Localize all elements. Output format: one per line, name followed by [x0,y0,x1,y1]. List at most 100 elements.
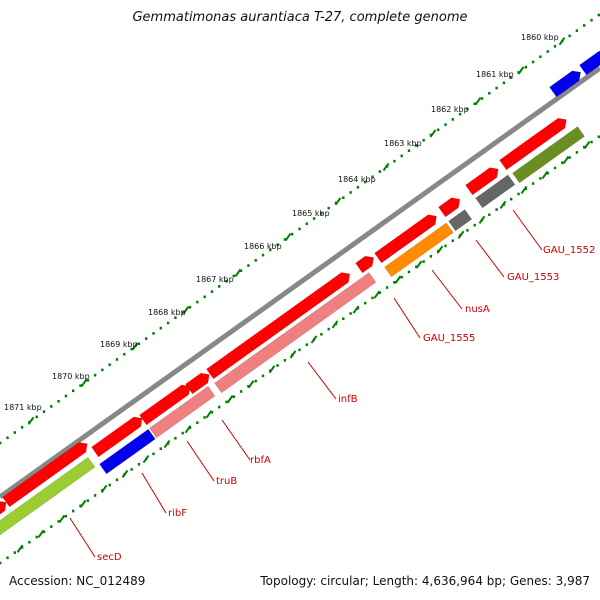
gene-label: GAU_1552 [543,245,595,256]
cds-feature [465,167,499,196]
kbp-label: 1866 kbp [244,242,282,251]
ruler-major-tick [334,197,342,206]
gene-feature [512,126,585,184]
cds-feature [438,197,461,218]
ruler-major-tick [373,290,381,299]
ruler-major-tick [415,260,423,269]
ruler-dot [57,520,60,523]
ruler-dot [444,123,447,126]
ruler-major-tick [474,97,482,106]
ruler-dot [312,217,316,220]
ruler-dot [42,410,46,413]
ruler-dot [488,91,491,95]
genome-summary: Topology: circular; Length: 4,636,964 bp… [260,574,590,588]
ruler-dot [495,86,498,90]
ruler-major-tick [268,365,276,374]
ruler-dot [415,144,418,147]
ruler-dot [305,343,308,347]
ruler-dot [225,279,228,283]
ruler-dot [0,441,2,445]
cds-feature [549,70,581,98]
ruler-dot [276,364,279,367]
ruler-dot [531,60,535,64]
ruler-major-tick [499,200,507,209]
ruler-dot [174,316,177,320]
ruler-major-tick [562,155,570,165]
ruler-dot [115,478,119,482]
ruler-dot [72,389,75,393]
ruler-major-tick [310,335,318,344]
gene-label-leader [307,361,337,400]
ruler-major-tick [27,416,35,425]
ruler-dot [583,24,586,27]
ruler-dot [203,295,206,299]
ruler-dot [152,452,155,456]
ruler-dot [546,50,549,53]
ruler-major-tick [79,499,87,508]
kbp-label: 1871 kbp [4,403,42,412]
ruler-dot [0,561,2,565]
gene-label: ribF [168,508,187,519]
gene-label-leader [431,269,463,310]
kbp-label: 1861 kbp [476,70,514,79]
ruler-dot [561,161,564,165]
ruler-dot [597,135,600,139]
ruler-dot [108,363,111,367]
ruler-dot [364,180,367,184]
ruler-major-tick [284,232,292,242]
ruler-dot [444,244,447,248]
ruler-dot [378,291,381,295]
ruler-dot [218,285,221,288]
ruler-dot [539,55,542,59]
ruler-dot [510,76,513,79]
ruler-dot [64,514,68,518]
kbp-label: 1863 kbp [384,139,422,148]
kbp-label: 1860 kbp [521,33,559,42]
ruler-dot [101,368,104,372]
gene-feature [149,385,216,439]
ruler-dot [437,128,440,132]
ruler-dot [188,305,192,309]
ruler-major-tick [142,454,150,464]
ruler-major-tick [184,425,192,434]
kbp-label: 1865 kbp [292,209,330,218]
ruler-dot [466,229,469,232]
kbp-label: 1862 kbp [431,105,469,114]
ruler-dot [466,107,469,111]
ruler-dot [225,400,228,404]
ruler-major-tick [394,275,402,284]
ruler-dot [50,525,53,528]
genome-backbone [0,65,600,500]
ruler-dot [320,333,323,336]
ruler-dot [575,151,579,154]
ruler-dot [108,483,111,487]
ruler-dot [239,269,243,273]
ruler-major-tick [37,529,45,538]
cds-feature [91,416,143,458]
ruler-dot [6,436,9,440]
ruler-dot [590,18,593,22]
gene-label-leader [475,239,505,278]
ruler-major-tick [226,395,234,404]
ruler-dot [115,358,119,361]
feature-tracks [0,50,600,536]
ruler-dot [20,426,24,429]
ruler-major-tick [247,380,255,389]
ruler-dot [510,197,513,201]
cds-feature [0,501,7,515]
cds-feature [579,50,600,76]
ruler-dot [546,171,549,175]
ruler-major-tick [331,320,339,329]
ruler-major-tick [558,37,566,46]
cds-feature [206,272,351,380]
ruler-dot [568,34,571,38]
gene-label-leader [221,419,251,461]
ruler-dot [305,222,308,226]
gene-feature [214,272,377,394]
ruler-major-tick [352,305,360,314]
gene-label: truB [216,476,237,487]
gene-label: rbfA [250,455,271,466]
kbp-ruler-labels: 1860 kbp 1861 kbp 1862 kbp 1863 kbp 1864 kbp… [4,33,559,412]
